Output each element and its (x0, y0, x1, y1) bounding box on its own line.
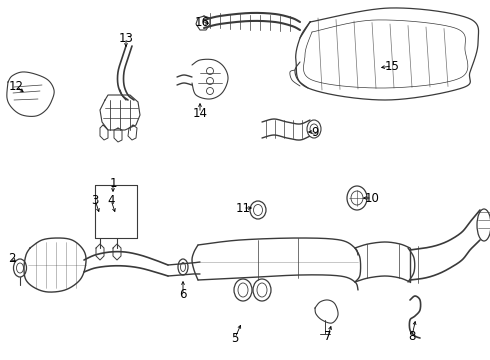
Text: 14: 14 (193, 107, 207, 120)
Text: 16: 16 (195, 15, 210, 28)
Ellipse shape (307, 120, 321, 138)
Text: 6: 6 (179, 288, 187, 302)
Text: 5: 5 (231, 332, 239, 345)
Text: 13: 13 (119, 32, 133, 45)
Ellipse shape (178, 259, 188, 275)
Ellipse shape (347, 186, 367, 210)
Text: 11: 11 (236, 202, 250, 215)
Polygon shape (100, 95, 140, 130)
Text: 8: 8 (408, 329, 416, 342)
Text: 10: 10 (365, 192, 379, 204)
Text: 3: 3 (91, 194, 98, 207)
Ellipse shape (14, 259, 26, 277)
Text: 4: 4 (107, 194, 115, 207)
Ellipse shape (477, 209, 490, 241)
Text: 12: 12 (8, 80, 24, 93)
Text: 9: 9 (311, 126, 319, 139)
Ellipse shape (253, 279, 271, 301)
Ellipse shape (234, 279, 252, 301)
Text: 1: 1 (109, 176, 117, 189)
Text: 7: 7 (324, 329, 332, 342)
Ellipse shape (250, 201, 266, 219)
Text: 15: 15 (385, 59, 399, 72)
Text: 2: 2 (8, 252, 16, 265)
